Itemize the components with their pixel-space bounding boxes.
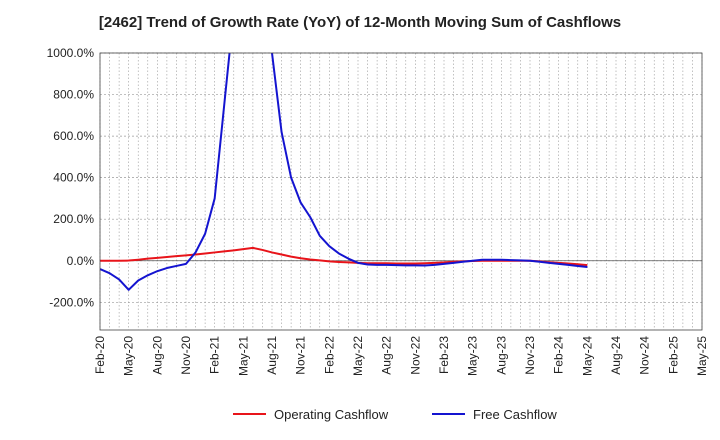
y-tick-label: 1000.0% [47, 46, 95, 60]
x-tick-label: Aug-21 [265, 336, 279, 375]
y-tick-label: 200.0% [53, 212, 94, 226]
legend-label: Free Cashflow [473, 407, 557, 422]
y-tick-label: 600.0% [53, 129, 94, 143]
legend-label: Operating Cashflow [274, 407, 389, 422]
x-tick-label: Feb-20 [93, 336, 107, 374]
chart-title: [2462] Trend of Growth Rate (YoY) of 12-… [98, 14, 622, 31]
x-tick-label: Feb-25 [666, 336, 680, 374]
series-group [100, 53, 588, 291]
x-tick-label: Feb-24 [552, 336, 566, 374]
series-line-free-cashflow [100, 53, 588, 291]
y-tick-label: 0.0% [67, 254, 95, 268]
x-tick-label: Aug-23 [494, 336, 508, 375]
x-tick-label: Nov-24 [638, 336, 652, 375]
plot-area [100, 53, 702, 330]
x-tick-label: May-24 [580, 336, 594, 376]
x-tick-label: May-25 [695, 336, 709, 376]
x-tick-label: Nov-21 [294, 336, 308, 375]
x-tick-label: Aug-24 [609, 336, 623, 375]
y-tick-label: -200.0% [49, 295, 94, 309]
x-tick-label: May-20 [122, 336, 136, 376]
plot-border [99, 52, 703, 331]
x-tick-label: May-23 [466, 336, 480, 376]
x-tick-label: Aug-22 [380, 336, 394, 375]
x-tick-label: Nov-20 [179, 336, 193, 375]
y-tick-label: 400.0% [53, 171, 94, 185]
x-tick-label: May-22 [351, 336, 365, 376]
x-tick-label: Feb-22 [322, 336, 336, 374]
x-tick-label: Nov-23 [523, 336, 537, 375]
x-tick-label: Aug-20 [150, 336, 164, 375]
x-tick-label: May-21 [236, 336, 250, 376]
x-tick-label: Feb-21 [208, 336, 222, 374]
x-tick-label: Feb-23 [437, 336, 451, 374]
x-tick-label: Nov-22 [408, 336, 422, 375]
y-tick-label: 800.0% [53, 88, 94, 102]
